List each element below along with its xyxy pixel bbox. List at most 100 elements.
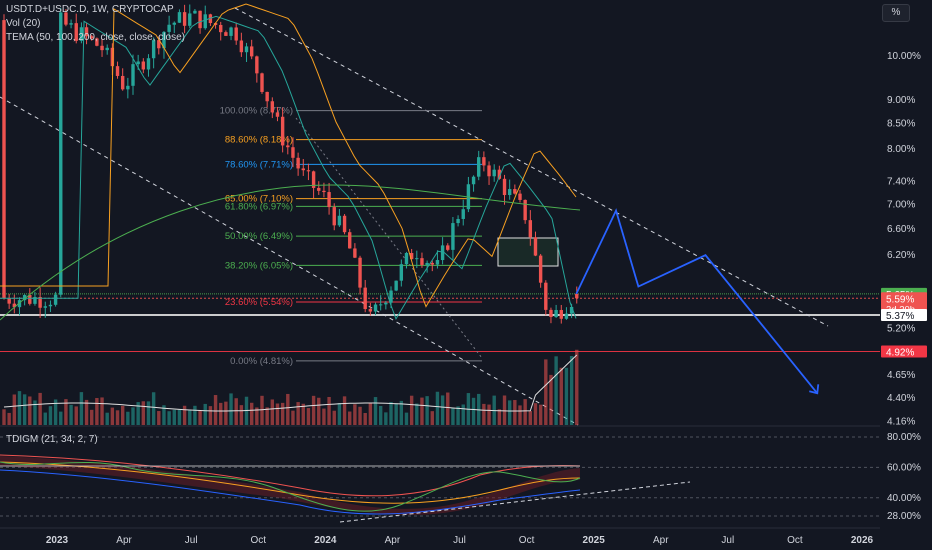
time-axis-tick: 2024 — [314, 535, 337, 546]
price-axis-tick: 10.00% — [887, 51, 921, 62]
volume-bar — [322, 408, 326, 425]
candle-body — [456, 218, 460, 224]
price-axis-tick: 7.00% — [887, 200, 915, 211]
candle-body — [43, 306, 47, 308]
volume-bar — [348, 411, 352, 425]
candle-body — [74, 23, 78, 41]
symbol-title[interactable]: USDT.D+USDC.D, 1W, CRYPTOCAP — [6, 4, 174, 15]
time-axis-tick: 2023 — [46, 535, 69, 546]
candle-body — [59, 12, 63, 295]
volume-bar — [2, 409, 6, 425]
volume-bar — [90, 409, 94, 425]
volume-bar — [177, 409, 182, 425]
volume-bar — [17, 391, 22, 425]
channel-upper-line — [234, 7, 829, 327]
volume-bar — [110, 407, 115, 425]
fib-diagonal — [295, 117, 483, 359]
volume-bar — [146, 401, 151, 425]
candle-body — [554, 310, 558, 318]
candle-body — [461, 209, 465, 219]
candle-body — [157, 40, 161, 49]
candle-body — [53, 294, 58, 305]
fib-level-label: 65.00% (7.10%) — [225, 194, 293, 205]
volume-bar — [28, 396, 32, 425]
time-axis-tick: Jul — [185, 535, 198, 546]
tema-200-line — [0, 184, 581, 321]
candle-body — [337, 215, 342, 226]
volume-bar — [280, 402, 285, 425]
candle-body — [105, 47, 109, 51]
volume-bar — [564, 367, 569, 425]
osc-trendline — [339, 481, 691, 523]
candle-body — [244, 46, 249, 53]
tema-100-line — [0, 3, 577, 308]
candle-body — [389, 290, 393, 303]
volume-bar — [275, 403, 280, 425]
volume-bar — [575, 349, 579, 425]
volume-bar — [332, 410, 336, 425]
candle-body — [564, 313, 569, 319]
candle-body — [528, 220, 533, 238]
candle-body — [146, 58, 151, 70]
price-axis-tick: 5.20% — [887, 323, 915, 334]
percent-scale-button[interactable]: % — [882, 4, 910, 22]
volume-bar — [518, 405, 522, 425]
volume-bar — [38, 392, 42, 425]
candle-body — [327, 192, 331, 208]
volume-bar — [373, 397, 378, 425]
osc-lower-line — [0, 469, 581, 515]
time-axis-tick: 2025 — [583, 535, 606, 546]
fib-level-label: 0.00% (4.81%) — [230, 356, 293, 367]
candle-body — [90, 36, 94, 39]
price-label-badge — [881, 309, 927, 322]
volume-bar — [342, 396, 347, 425]
volume-bar — [213, 395, 218, 425]
candle-body — [373, 304, 378, 312]
volume-bar — [440, 395, 445, 425]
volume-bar — [95, 398, 99, 425]
candle-body — [332, 207, 336, 226]
volume-bar — [384, 412, 388, 425]
volume-bar — [554, 356, 558, 425]
volume-bar — [265, 407, 269, 425]
candle-body — [275, 112, 280, 117]
price-axis-tick: 7.40% — [887, 176, 915, 187]
candle-body — [306, 170, 311, 172]
oscillator-legend[interactable]: TDIGM (21, 34, 2, 7) — [6, 434, 98, 445]
volume-bar — [255, 407, 259, 425]
price-axis-tick: 8.00% — [887, 144, 915, 155]
tema-legend[interactable]: TEMA (50, 100, 200, close, close, close) — [6, 32, 185, 43]
volume-bar — [229, 393, 233, 425]
candle-body — [172, 22, 176, 25]
candle-body — [280, 116, 285, 146]
volume-bar — [523, 399, 527, 425]
volume-legend[interactable]: Vol (20) — [6, 18, 41, 29]
time-axis-tick: Apr — [385, 535, 401, 546]
candle-body — [136, 61, 140, 65]
candle-body — [538, 255, 543, 283]
price-label-text: 4.92% — [886, 347, 914, 358]
volume-bar — [363, 412, 367, 425]
candle-body — [64, 12, 68, 25]
volume-bar — [409, 395, 414, 425]
price-label-badge — [881, 345, 927, 358]
volume-bar — [415, 403, 419, 425]
candle-body — [79, 27, 84, 41]
volume-bar — [234, 398, 238, 425]
osc-axis-tick: 60.00% — [887, 462, 921, 473]
volume-bar — [306, 408, 311, 425]
candle-body — [141, 61, 146, 70]
candle-body — [549, 309, 553, 318]
candle-body — [255, 56, 259, 74]
candle-body — [446, 245, 450, 250]
candle-body — [425, 262, 429, 265]
candle-body — [7, 298, 11, 304]
osc-axis-tick: 40.00% — [887, 493, 921, 504]
osc-axis-tick: 28.00% — [887, 511, 921, 522]
volume-bar — [533, 403, 538, 425]
price-axis-tick: 4.65% — [887, 370, 915, 381]
volume-bar — [69, 404, 73, 425]
time-axis-tick: Oct — [787, 535, 803, 546]
candle-body — [502, 178, 507, 196]
